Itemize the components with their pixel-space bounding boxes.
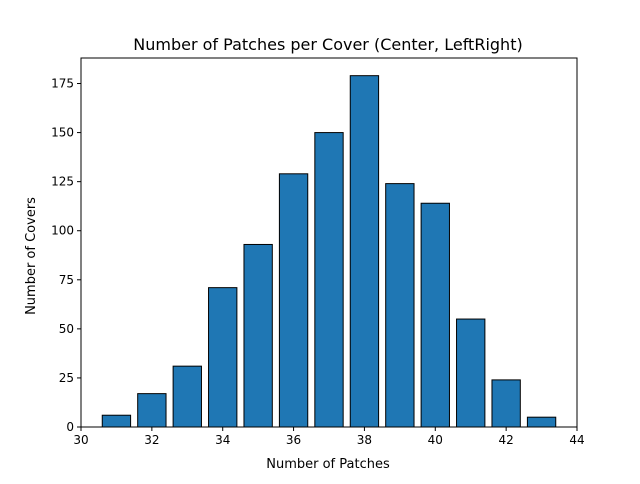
x-tick-label: 40 bbox=[428, 433, 443, 447]
bar-36 bbox=[278, 173, 309, 428]
bar-39 bbox=[385, 183, 415, 428]
y-tick-label: 25 bbox=[59, 371, 74, 385]
x-tick-label: 34 bbox=[215, 433, 230, 447]
bar-42 bbox=[491, 379, 521, 428]
x-tick-label: 44 bbox=[569, 433, 584, 447]
bar-41 bbox=[456, 318, 486, 428]
y-tick-label: 100 bbox=[51, 224, 74, 238]
x-axis-label: Number of Patches bbox=[266, 457, 390, 472]
bar-33 bbox=[172, 365, 202, 428]
bar-32 bbox=[137, 393, 167, 428]
bar-38 bbox=[349, 75, 380, 428]
y-tick-label: 150 bbox=[51, 126, 74, 140]
x-axis-ticks: 30 32 34 36 38 40 42 44 bbox=[73, 427, 585, 447]
y-axis-ticks: 0 25 50 75 100 125 150 175 bbox=[51, 77, 81, 434]
y-tick-label: 0 bbox=[66, 420, 74, 434]
bars-group bbox=[101, 75, 557, 428]
x-tick-label: 30 bbox=[73, 433, 88, 447]
bar-34 bbox=[208, 287, 238, 428]
x-tick-label: 32 bbox=[144, 433, 159, 447]
bar-40 bbox=[420, 202, 450, 428]
plot-frame bbox=[80, 57, 578, 428]
bar-31 bbox=[101, 414, 132, 428]
chart-title: Number of Patches per Cover (Center, Lef… bbox=[133, 35, 522, 54]
y-tick-label: 125 bbox=[51, 175, 74, 189]
bar-35 bbox=[243, 243, 273, 428]
y-tick-label: 175 bbox=[51, 77, 74, 91]
bar-43 bbox=[526, 416, 557, 428]
y-axis-label: Number of Covers bbox=[24, 197, 39, 315]
bar-37 bbox=[314, 132, 344, 428]
y-tick-label: 75 bbox=[59, 273, 74, 287]
x-tick-label: 38 bbox=[357, 433, 372, 447]
x-tick-label: 36 bbox=[286, 433, 301, 447]
y-tick-label: 50 bbox=[59, 322, 74, 336]
x-tick-label: 42 bbox=[499, 433, 514, 447]
